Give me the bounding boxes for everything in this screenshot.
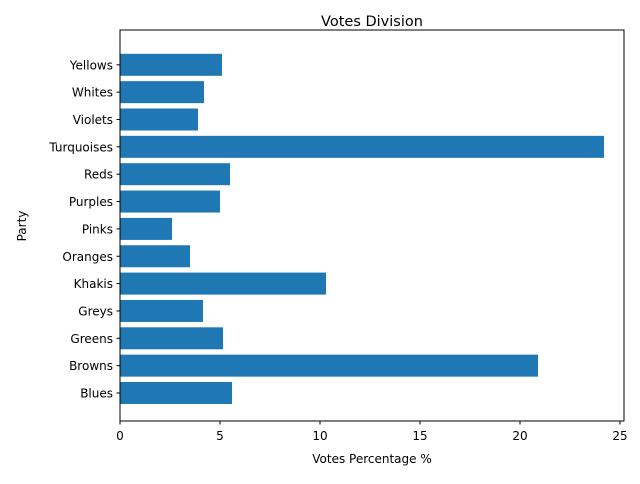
bar-pinks xyxy=(120,217,172,240)
x-ticks-layer: 0 5 10 15 20 25 xyxy=(116,421,628,443)
x-tick-label-15: 15 xyxy=(412,429,427,443)
bar-turquoises xyxy=(120,135,604,158)
y-tick-label-violets: Violets xyxy=(73,113,113,127)
y-tick-label-reds: Reds xyxy=(84,168,113,182)
x-tick-label-0: 0 xyxy=(116,429,124,443)
bar-whites xyxy=(120,81,204,104)
chart-title: Votes Division xyxy=(321,14,423,30)
bar-greys xyxy=(120,299,203,322)
bar-violets xyxy=(120,108,198,131)
y-tick-label-whites: Whites xyxy=(72,86,113,100)
bar-browns xyxy=(120,354,538,377)
bar-blues xyxy=(120,382,232,404)
x-tick-label-5: 5 xyxy=(216,429,224,443)
bar-khakis xyxy=(120,272,326,295)
x-tick-label-10: 10 xyxy=(312,429,327,443)
y-tick-label-greys: Greys xyxy=(78,304,113,318)
x-axis-label: Votes Percentage % xyxy=(312,452,432,466)
y-ticks-layer: Blues Browns Greens Greys Khakis Oranges Pinks… xyxy=(48,58,120,401)
y-tick-label-purples: Purples xyxy=(69,195,113,209)
x-tick-label-25: 25 xyxy=(612,429,627,443)
y-tick-label-oranges: Oranges xyxy=(62,250,113,264)
bars-layer xyxy=(120,53,604,404)
bar-greens xyxy=(120,327,223,350)
bar-purples xyxy=(120,190,220,213)
y-tick-label-pinks: Pinks xyxy=(82,222,113,236)
bar-yellows xyxy=(120,53,222,76)
y-tick-label-blues: Blues xyxy=(80,387,113,401)
y-tick-label-yellows: Yellows xyxy=(69,58,113,72)
y-axis-label: Party xyxy=(15,211,29,242)
plot-frame xyxy=(119,29,625,422)
y-tick-label-browns: Browns xyxy=(69,359,113,373)
y-tick-label-khakis: Khakis xyxy=(74,277,113,291)
x-tick-label-20: 20 xyxy=(512,429,527,443)
bar-oranges xyxy=(120,245,190,268)
y-tick-label-turquoises: Turquoises xyxy=(48,140,113,154)
bar-reds xyxy=(120,163,230,186)
y-tick-label-greens: Greens xyxy=(70,332,113,346)
